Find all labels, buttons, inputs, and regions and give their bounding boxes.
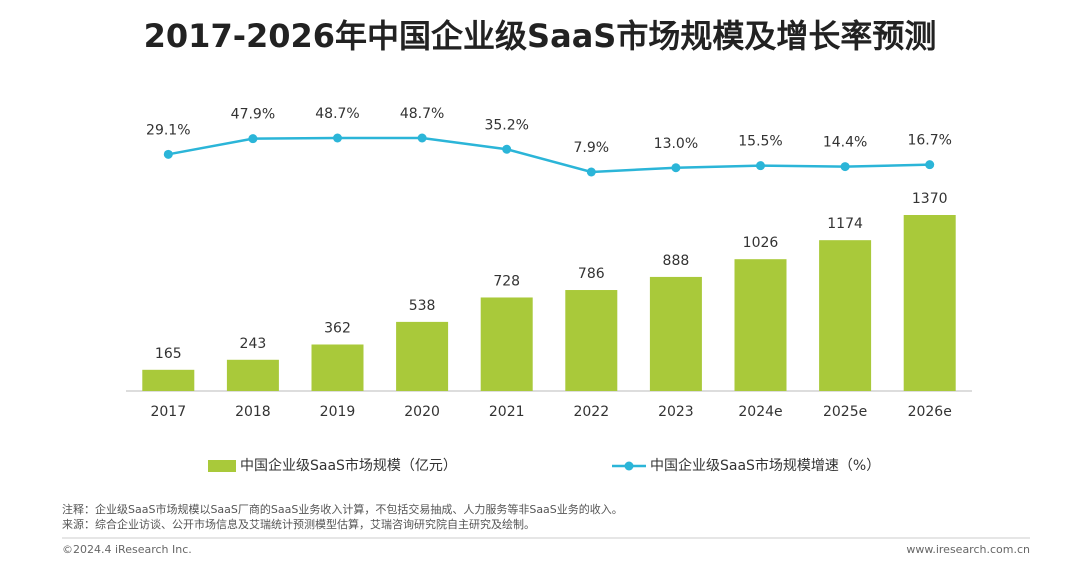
bar <box>396 321 449 391</box>
x-tick-label: 2019 <box>320 404 356 420</box>
point-label: 29.1% <box>146 122 190 138</box>
x-tick-label: 2025e <box>823 404 867 420</box>
legend-label: 中国企业级SaaS市场规模（亿元） <box>240 457 457 474</box>
point-label: 15.5% <box>738 134 782 150</box>
point-label: 16.7% <box>907 133 951 149</box>
point <box>248 134 258 144</box>
point-label: 14.4% <box>823 135 867 151</box>
x-tick-label: 2023 <box>658 404 694 420</box>
point-label: 13.0% <box>654 136 698 152</box>
bar-label: 786 <box>578 266 605 282</box>
bar <box>565 290 618 391</box>
bar-label: 362 <box>324 320 351 336</box>
point <box>925 160 935 170</box>
note: 来源：综合企业访谈、公开市场信息及艾瑞统计预测模型估算，艾瑞咨询研究院自主研究及… <box>62 517 535 531</box>
point-label: 7.9% <box>574 140 610 156</box>
bar-label: 538 <box>409 298 436 314</box>
legend-swatch <box>208 460 236 472</box>
bar <box>819 240 872 391</box>
note: 注释：企业级SaaS市场规模以SaaS厂商的SaaS业务收入计算，不包括交易抽成… <box>62 502 623 516</box>
point-label: 48.7% <box>400 106 444 122</box>
point <box>756 161 765 171</box>
bar-label: 1026 <box>743 235 779 251</box>
legend-label: 中国企业级SaaS市场规模增速（%） <box>650 457 880 474</box>
bar <box>734 259 787 391</box>
line <box>168 136 930 174</box>
x-tick-label: 2026e <box>908 404 952 420</box>
bar <box>226 359 279 391</box>
bar-label: 888 <box>663 253 690 269</box>
bar <box>649 276 702 391</box>
point <box>333 133 342 143</box>
bar <box>903 215 956 391</box>
x-tick-label: 2024e <box>738 404 782 420</box>
point <box>840 162 850 172</box>
bar-label: 243 <box>240 336 267 352</box>
bar-label: 728 <box>493 273 520 289</box>
point <box>502 144 512 154</box>
x-tick-label: 2017 <box>150 404 186 420</box>
bar <box>142 369 195 391</box>
legend-swatch <box>624 461 634 471</box>
x-tick-label: 2020 <box>404 404 440 420</box>
x-tick-label: 2021 <box>489 404 525 420</box>
x-tick-label: 2018 <box>235 404 271 420</box>
bar-label: 1174 <box>827 216 863 232</box>
point <box>671 163 681 173</box>
copyright: ©2024.4 iResearch Inc. <box>62 543 192 556</box>
point-label: 48.7% <box>315 106 359 122</box>
url: www.iresearch.com.cn <box>906 543 1030 556</box>
point <box>163 149 173 159</box>
x-tick-label: 2022 <box>573 404 609 420</box>
bar-label: 165 <box>155 346 182 362</box>
bar <box>480 297 533 391</box>
point-label: 35.2% <box>484 117 528 133</box>
chart-title: 2017-2026年中国企业级SaaS市场规模及增长率预测 <box>144 17 937 55</box>
bar-label: 1370 <box>912 191 948 207</box>
point-label: 47.9% <box>231 107 275 123</box>
bar <box>311 344 364 391</box>
point <box>586 167 596 177</box>
point <box>417 133 427 143</box>
